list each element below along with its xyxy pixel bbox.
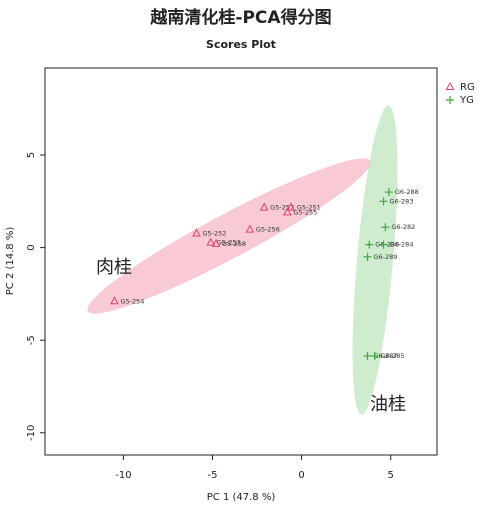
point-label: G5-251 [297, 204, 321, 212]
point-label: G6-288 [395, 188, 419, 196]
plot-frame [44, 67, 438, 456]
point [211, 238, 221, 247]
x-tick-label: -5 [207, 470, 217, 481]
point [381, 223, 390, 232]
point-label: G6-283 [390, 197, 414, 205]
point-label: G6-289 [374, 253, 398, 261]
legend-marker [445, 81, 455, 90]
x-tick-label: -10 [115, 470, 131, 481]
point [379, 240, 388, 249]
point [192, 228, 201, 237]
annotation: 油桂 [370, 394, 406, 415]
point-label: G5-254 [120, 297, 144, 305]
point [245, 224, 255, 233]
point-label: G5-258 [222, 240, 246, 248]
x-tick-label: 0 [298, 470, 304, 481]
point [363, 351, 372, 360]
point [379, 197, 388, 206]
chart-subtitle: Scores Plot [206, 38, 276, 51]
point-label: G5-252 [202, 230, 226, 238]
annotation: 肉桂 [96, 257, 132, 278]
y-tick-label: -5 [26, 335, 37, 345]
y-tick-label: 5 [26, 152, 37, 158]
legend-marker [446, 96, 454, 104]
point [259, 202, 269, 211]
point [363, 252, 372, 261]
point [384, 188, 393, 197]
y-tick-label: 0 [26, 244, 37, 250]
point [282, 207, 292, 216]
confidence-ellipse [87, 158, 371, 314]
point-label: G6-284 [390, 241, 414, 249]
legend-label: YG [459, 95, 474, 106]
point-label: G5-257 [270, 204, 294, 212]
y-tick-label: -10 [26, 425, 37, 441]
legend-label: RG [460, 82, 475, 93]
y-axis-label: PC 2 (14.8 %) [5, 227, 16, 296]
confidence-ellipse [352, 105, 398, 415]
x-axis-label: PC 1 (47.8 %) [207, 492, 276, 503]
point-label: G6-285 [381, 352, 405, 360]
point [370, 351, 379, 360]
point-label: G6-287 [374, 352, 398, 360]
x-tick-label: 5 [387, 470, 393, 481]
point [110, 296, 119, 305]
point-label: G5-253 [217, 239, 241, 247]
point-label: G5-255 [293, 208, 317, 216]
point-label: G6-282 [391, 223, 415, 231]
chart-title: 越南清化桂-PCA得分图 [149, 7, 331, 28]
point [206, 237, 216, 246]
point [365, 240, 374, 249]
point-label: G5-256 [256, 226, 280, 234]
point [286, 202, 296, 211]
